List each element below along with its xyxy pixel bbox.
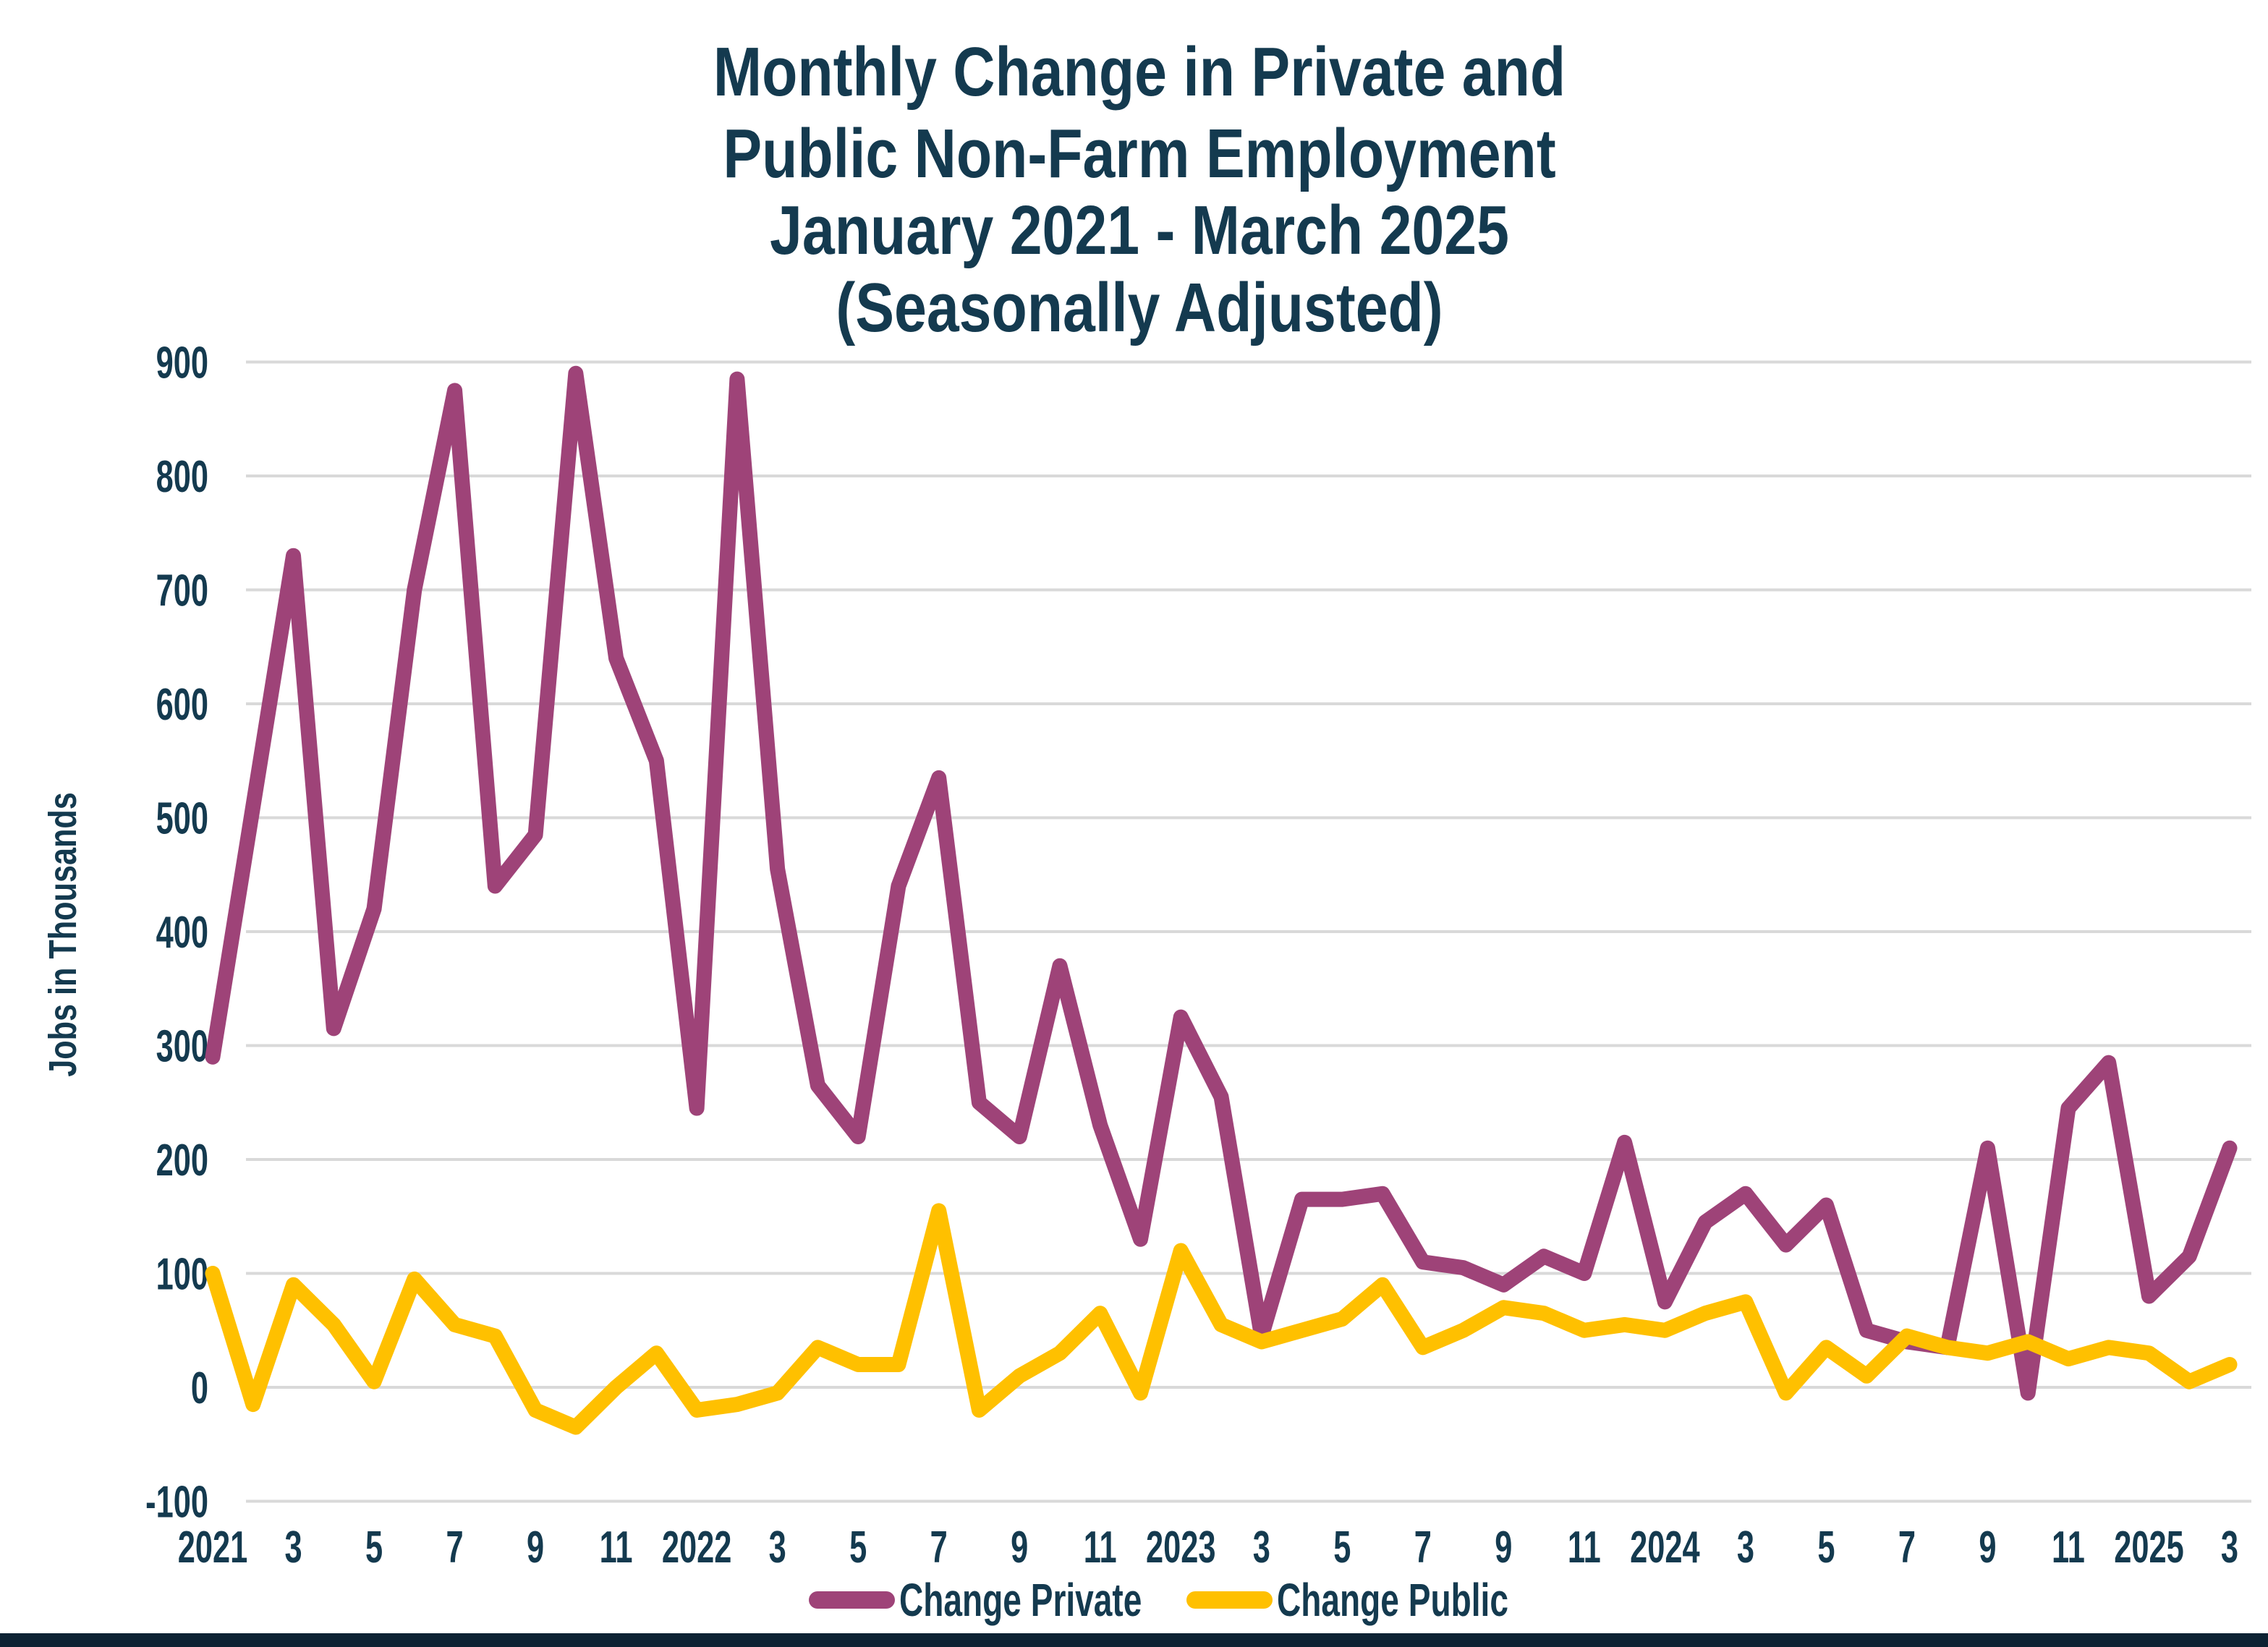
x-tick-label: 3 [1253, 1523, 1270, 1572]
x-tick-label: 2021 [178, 1523, 248, 1572]
x-tick-label: 5 [1333, 1523, 1351, 1572]
y-tick-label: 700 [156, 566, 208, 616]
y-tick-label: 900 [156, 339, 208, 388]
x-tick-label: 2024 [1630, 1523, 1700, 1572]
x-tick-label: 3 [2221, 1523, 2238, 1572]
x-tick-label: 9 [527, 1523, 544, 1572]
y-tick-label: -100 [145, 1478, 208, 1527]
bottom-bar [0, 1633, 2268, 1647]
x-tick-label: 3 [769, 1523, 786, 1572]
x-tick-label: 9 [1011, 1523, 1028, 1572]
x-tick-label: 2022 [662, 1523, 732, 1572]
x-tick-label: 11 [1568, 1523, 1601, 1572]
x-tick-label: 3 [284, 1523, 302, 1572]
y-tick-labels-group: 900 800 700 600 500 400 300 200 100 0 -100 [145, 339, 208, 1527]
x-tick-label: 11 [600, 1523, 633, 1572]
y-tick-label: 200 [156, 1136, 208, 1186]
x-tick-label: 7 [446, 1523, 463, 1572]
x-tick-label: 7 [1898, 1523, 1916, 1572]
title-line-4: (Seasonally Adjusted) [836, 268, 1443, 346]
chart-title: Monthly Change in Private and Public Non… [713, 33, 1566, 346]
x-tick-label: 3 [1737, 1523, 1754, 1572]
x-tick-label: 9 [1979, 1523, 1996, 1572]
y-tick-label: 100 [156, 1250, 208, 1299]
x-tick-label: 11 [1084, 1523, 1117, 1572]
y-tick-label: 500 [156, 794, 208, 843]
x-tick-label: 9 [1495, 1523, 1512, 1572]
x-tick-label: 7 [930, 1523, 948, 1572]
gridlines-group [246, 360, 2251, 1503]
series-line-change-private [205, 365, 2238, 1401]
x-tick-labels-group: 2021 3 5 7 9 11 2022 3 5 7 9 11 2023 3 5 7 9 11 2024 3 5 7 9 11… [178, 1523, 2238, 1572]
legend: Change Private Change Public [809, 1575, 1508, 1626]
y-axis-title: Jobs in Thousands [42, 792, 85, 1076]
x-tick-label: 2023 [1146, 1523, 1216, 1572]
title-line-2: Public Non-Farm Employment [723, 114, 1555, 192]
legend-public-label: Change Public [1277, 1575, 1508, 1626]
x-tick-label: 7 [1414, 1523, 1432, 1572]
x-tick-label: 5 [849, 1523, 867, 1572]
title-line-3: January 2021 - March 2025 [770, 191, 1509, 268]
x-tick-label: 5 [365, 1523, 383, 1572]
y-tick-label: 400 [156, 908, 208, 958]
y-tick-label: 600 [156, 681, 208, 730]
series-line-change-public [205, 1203, 2238, 1435]
data-series-group [205, 365, 2238, 1435]
y-tick-label: 0 [191, 1364, 208, 1413]
legend-private-label: Change Private [899, 1575, 1142, 1626]
title-line-1: Monthly Change in Private and [713, 33, 1566, 110]
y-tick-label: 300 [156, 1022, 208, 1071]
x-tick-label: 2025 [2114, 1523, 2184, 1572]
y-tick-label: 800 [156, 453, 208, 502]
x-tick-label: 5 [1817, 1523, 1835, 1572]
x-tick-label: 11 [2052, 1523, 2085, 1572]
